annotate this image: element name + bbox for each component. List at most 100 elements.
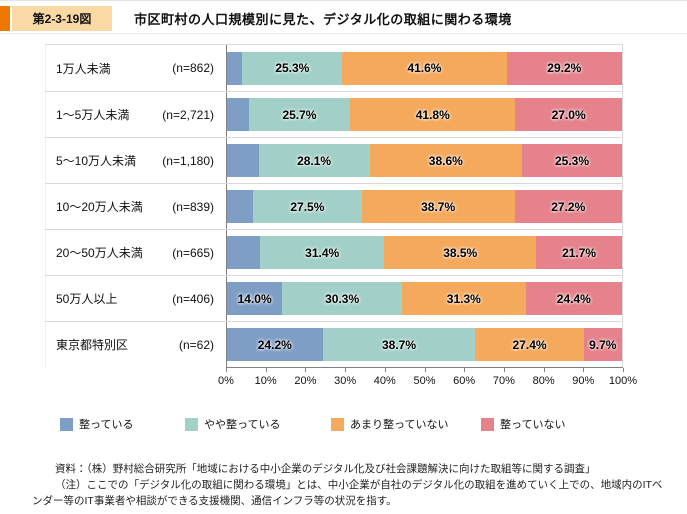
category-cell: 10～20万人未満 (n=839) bbox=[45, 184, 226, 229]
sample-size-label: (n=1,180) bbox=[162, 153, 214, 168]
sample-size-label: (n=62) bbox=[178, 337, 214, 352]
chart-row: 50万人以上 (n=406) 14.0% 30.3% 31.3% 24.4% bbox=[45, 275, 622, 321]
legend-label: 整っていない bbox=[500, 419, 566, 431]
bar-segment: 24.2% bbox=[227, 328, 323, 361]
axis-tick bbox=[543, 368, 545, 372]
accent-bar bbox=[0, 5, 10, 31]
bar-track: 28.1% 38.6% 25.3% bbox=[226, 138, 622, 183]
axis-tick bbox=[503, 368, 505, 372]
segment-value-label: 24.2% bbox=[257, 337, 292, 352]
axis-tick-label: 50% bbox=[413, 375, 436, 387]
category-label: 1万人未満 bbox=[56, 61, 111, 76]
axis-tick-label: 30% bbox=[334, 375, 357, 387]
bar-segment: 38.5% bbox=[384, 236, 537, 269]
bar-segment: 31.3% bbox=[401, 282, 526, 315]
bar-segment: 38.6% bbox=[369, 144, 523, 177]
segment-value-label: 41.6% bbox=[407, 61, 442, 75]
segment-value-label: 31.3% bbox=[446, 291, 481, 306]
chart-rows: 1万人未満 (n=862) 25.3% 41.6% 29.2% 1～5万人未満 (n=2,7… bbox=[45, 44, 623, 367]
bar-segment: 28.1% bbox=[258, 144, 370, 177]
bar-track: 24.2% 38.7% 27.4% 9.7% bbox=[226, 322, 622, 367]
bar-segment: 27.5% bbox=[253, 190, 362, 223]
stacked-bar: 31.4% 38.5% 21.7% bbox=[227, 236, 622, 269]
bar-segment bbox=[227, 190, 254, 223]
segment-value-label: 21.7% bbox=[562, 245, 597, 260]
axis-tick bbox=[583, 368, 585, 372]
bar-segment bbox=[227, 98, 249, 131]
bar-segment bbox=[227, 236, 261, 269]
segment-value-label: 24.4% bbox=[556, 291, 591, 306]
bar-segment: 25.3% bbox=[522, 144, 622, 177]
category-label: 東京都特別区 bbox=[56, 338, 129, 352]
axis-tick bbox=[464, 368, 466, 372]
bar-segment: 41.6% bbox=[342, 51, 507, 85]
stacked-bar: 27.5% 38.7% 27.2% bbox=[227, 190, 622, 223]
segment-value-label: 27.2% bbox=[551, 199, 586, 214]
legend-item: あまり整っていない bbox=[331, 416, 481, 432]
axis-tick-label: 40% bbox=[373, 375, 396, 387]
axis-tick bbox=[345, 368, 347, 372]
category-label: 10～20万人未満 bbox=[56, 200, 143, 214]
sample-size-label: (n=406) bbox=[172, 291, 214, 306]
legend-swatch bbox=[185, 417, 198, 431]
page-title: 市区町村の人口規模別に見た、デジタル化の取組に関わる環境 bbox=[134, 11, 512, 27]
axis-tick-label: 10% bbox=[254, 375, 277, 387]
chart-row: 1～5万人未満 (n=2,721) 25.7% 41.8% 27.0% bbox=[45, 91, 622, 137]
legend-label: あまり整っていない bbox=[350, 419, 449, 431]
axis-tick-label: 0% bbox=[218, 375, 234, 387]
bar-segment: 25.7% bbox=[248, 98, 351, 131]
chart-row: 20～50万人未満 (n=665) 31.4% 38.5% 21.7% bbox=[45, 229, 622, 275]
figure-header: 第2-3-19図 市区町村の人口規模別に見た、デジタル化の取組に関わる環境 bbox=[0, 3, 687, 34]
bar-segment: 27.4% bbox=[475, 328, 584, 361]
stacked-bar: 24.2% 38.7% 27.4% 9.7% bbox=[227, 328, 622, 361]
segment-value-label: 27.5% bbox=[290, 199, 325, 214]
chart-row: 10～20万人未満 (n=839) 27.5% 38.7% 27.2% bbox=[45, 183, 622, 229]
axis-tick bbox=[384, 368, 386, 372]
category-label: 20～50万人未満 bbox=[56, 246, 143, 260]
segment-value-label: 14.0% bbox=[237, 291, 272, 306]
x-axis: 0% 10% 20% 30% 40% 50% 60% 70% 80% 90% 100% bbox=[218, 367, 637, 393]
segment-value-label: 38.7% bbox=[421, 199, 456, 214]
bar-segment: 38.7% bbox=[361, 190, 515, 223]
axis-tick-label: 100% bbox=[608, 375, 638, 387]
figure-number-badge: 第2-3-19図 bbox=[12, 5, 112, 31]
source-line: 資料：（株）野村総合研究所「地域における中小企業のデジタル化及び社会課題解決に向… bbox=[55, 463, 596, 475]
category-cell: 1～5万人未満 (n=2,721) bbox=[45, 92, 226, 137]
bar-segment bbox=[227, 51, 243, 85]
segment-value-label: 29.2% bbox=[547, 61, 582, 75]
category-label: 50万人以上 bbox=[56, 292, 118, 306]
axis-tick bbox=[305, 368, 307, 372]
segment-value-label: 27.0% bbox=[551, 107, 586, 122]
sample-size-label: (n=2,721) bbox=[162, 107, 214, 122]
category-cell: 50万人以上 (n=406) bbox=[45, 276, 226, 321]
legend-swatch bbox=[331, 417, 344, 431]
sample-size-label: (n=839) bbox=[172, 199, 214, 214]
category-cell: 1万人未満 (n=862) bbox=[45, 45, 226, 91]
segment-value-label: 9.7% bbox=[589, 337, 617, 352]
chart-row: 5～10万人未満 (n=1,180) 28.1% 38.6% 25.3% bbox=[45, 137, 622, 183]
category-label: 1～5万人未満 bbox=[56, 108, 130, 122]
legend-item: 整っていない bbox=[481, 416, 565, 432]
axis-tick bbox=[265, 368, 267, 372]
axis-tick-label: 90% bbox=[572, 375, 595, 387]
legend-item: 整っている bbox=[60, 416, 185, 432]
segment-value-label: 31.4% bbox=[305, 245, 340, 260]
bar-track: 31.4% 38.5% 21.7% bbox=[226, 230, 622, 275]
segment-value-label: 30.3% bbox=[325, 291, 360, 306]
chart-legend: 整っている やや整っている あまり整っていない 整っていない bbox=[60, 416, 565, 432]
stacked-bar: 25.7% 41.8% 27.0% bbox=[227, 98, 622, 131]
sample-size-label: (n=665) bbox=[172, 245, 214, 260]
segment-value-label: 28.1% bbox=[297, 153, 332, 168]
axis-tick bbox=[623, 368, 624, 372]
segment-value-label: 25.3% bbox=[275, 61, 310, 75]
bar-track: 25.7% 41.8% 27.0% bbox=[226, 92, 622, 137]
axis-tick bbox=[424, 368, 426, 372]
segment-value-label: 41.8% bbox=[415, 107, 450, 122]
bar-segment: 27.0% bbox=[515, 98, 622, 131]
legend-label: やや整っている bbox=[204, 419, 281, 431]
bar-segment: 14.0% bbox=[227, 282, 283, 315]
bar-segment bbox=[227, 144, 259, 177]
stacked-bar: 14.0% 30.3% 31.3% 24.4% bbox=[227, 282, 622, 315]
axis-tick-label: 70% bbox=[492, 375, 515, 387]
